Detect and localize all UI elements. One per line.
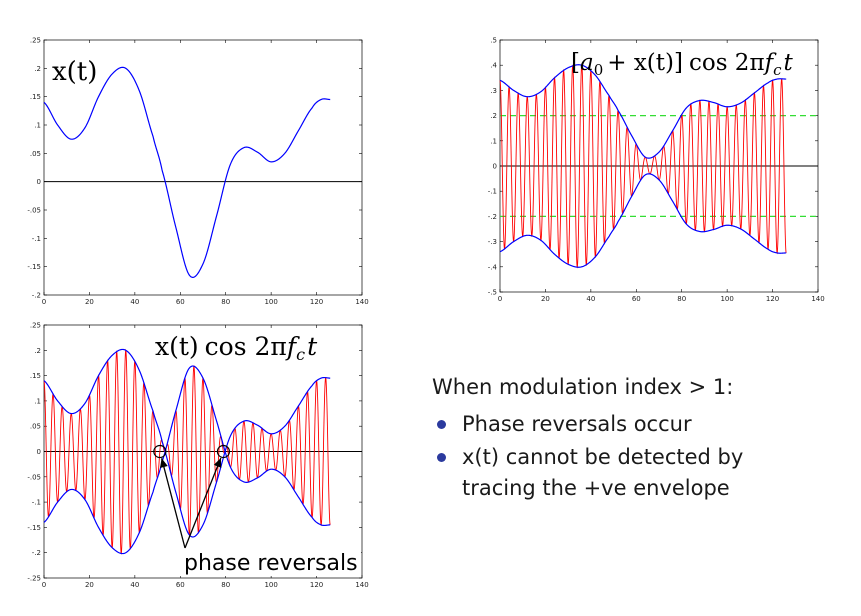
bullet-list: Phase reversals occur x(t) cannot be det… [432, 409, 852, 504]
annotation-arrow-line [184, 457, 222, 549]
chart3-plot-area [43, 348, 362, 555]
y-tick-label: -.2 [488, 213, 497, 221]
x-tick-label: 140 [355, 581, 368, 589]
y-tick-label: -.25 [27, 575, 41, 583]
x-tick-label: 20 [541, 295, 550, 303]
x-tick-label: 100 [264, 298, 277, 306]
x-tick-label: 100 [720, 295, 733, 303]
annotation-arrow-line [160, 458, 186, 549]
x-tick-label: 20 [85, 581, 94, 589]
y-tick-label: .25 [30, 322, 41, 330]
y-tick-label: -.3 [488, 238, 497, 246]
x-tick-label: 40 [586, 295, 595, 303]
y-tick-label: .2 [34, 347, 41, 355]
y-tick-label: .05 [30, 150, 41, 158]
x-tick-label: 60 [176, 581, 185, 589]
phase-reversal-annotation [153, 444, 231, 549]
chart3-title: x(t) cos 2πfct [155, 332, 318, 364]
y-tick-label: -.1 [488, 188, 497, 196]
upper-envelope-line [43, 348, 331, 538]
chart1-title: x(t) [52, 57, 97, 87]
y-tick-label: -.2 [32, 549, 41, 557]
annotation-arrow-head [213, 458, 222, 468]
y-tick-label: .2 [34, 65, 41, 73]
annotation-label: phase reversals [184, 551, 358, 576]
y-tick-label: -.15 [27, 263, 41, 271]
phase-reversal-circle [216, 444, 231, 459]
chart-signal-xt: 0 20 40 60 80 100 120 140 -.2 -.15 -.1 -.05 0 .05 .1 .1… [27, 37, 368, 307]
y-tick-label: -.5 [488, 289, 497, 297]
x-tick-label: 40 [130, 581, 139, 589]
y-tick-label: .15 [30, 93, 41, 101]
y-tick-label: 0 [37, 178, 41, 186]
bullet-dot-icon [437, 420, 446, 429]
chart2-ticks: 0 20 40 60 80 100 120 140 -.5 -.4 -.3 -.2 -.1 0 .1 .2 .3… [488, 37, 825, 304]
y-tick-label: -.15 [27, 524, 41, 532]
x-tick-label: 140 [811, 295, 824, 303]
bullet-heading: When modulation index > 1: [432, 375, 734, 399]
bullet-dot-icon [437, 453, 446, 462]
x-tick-label: 120 [310, 298, 323, 306]
y-tick-label: .3 [490, 87, 497, 95]
x-tick-label: 0 [498, 295, 502, 303]
y-tick-label: 0 [37, 448, 41, 456]
y-tick-label: -.4 [488, 263, 498, 271]
y-tick-label: 0 [493, 163, 497, 171]
bullet-item-text: x(t) cannot be detected by [462, 445, 744, 469]
chart2-plot-area [499, 63, 818, 269]
x-tick-label: 120 [310, 581, 323, 589]
y-tick-label: .1 [490, 137, 497, 145]
y-tick-label: .15 [30, 372, 41, 380]
x-tick-label: 0 [42, 298, 46, 306]
annotation-label-bg [180, 549, 361, 576]
y-tick-label: -.1 [32, 235, 41, 243]
x-tick-label: 100 [264, 581, 277, 589]
y-tick-label: .05 [30, 423, 41, 431]
x-tick-label: 40 [130, 298, 139, 306]
x-tick-label: 60 [176, 298, 185, 306]
y-tick-label: -.2 [32, 292, 41, 300]
x-tick-label: 20 [85, 298, 94, 306]
x-tick-label: 80 [221, 581, 230, 589]
y-tick-label: -.05 [27, 473, 41, 481]
y-tick-label: .2 [490, 112, 497, 120]
chart1-plot-area [43, 66, 362, 278]
bullet-item: x(t) cannot be detected by tracing the +… [437, 442, 852, 504]
lower-envelope-line [43, 365, 331, 555]
y-tick-label: .4 [490, 62, 497, 70]
y-tick-label: .5 [490, 37, 497, 45]
signal-line [43, 66, 331, 278]
phase-reversal-circle [153, 444, 167, 459]
upper-envelope-line [499, 64, 787, 159]
carrier-line [43, 348, 331, 555]
x-tick-label: 120 [766, 295, 779, 303]
x-tick-label: 0 [42, 581, 46, 589]
annotation-arrow-head [160, 458, 168, 468]
bullet-item: Phase reversals occur [437, 409, 852, 440]
x-tick-label: 60 [632, 295, 641, 303]
bullet-item-text: tracing the +ve envelope [462, 476, 730, 500]
y-tick-label: .1 [34, 397, 41, 405]
carrier-line [499, 63, 787, 269]
chart1-axes-box [43, 39, 363, 296]
x-tick-label: 80 [677, 295, 686, 303]
bullet-panel: When modulation index > 1: Phase reversa… [432, 375, 852, 506]
y-tick-label: -.1 [32, 499, 41, 507]
chart-dsb-modulated: 0 20 40 60 80 100 120 140 -.25 -.2 -.15 -.1 -.05 0 .05… [27, 322, 368, 590]
chart2-title: [a0 + x(t)] cos 2πfct [571, 50, 793, 79]
y-tick-label: -.05 [27, 207, 41, 215]
chart-am-with-carrier: 0 20 40 60 80 100 120 140 -.5 -.4 -.3 -.2 -.1 0 .1 .2 .3… [488, 37, 825, 304]
chart1-ticks: 0 20 40 60 80 100 120 140 -.2 -.15 -.1 -.05 0 .05 .1 .1… [27, 37, 368, 307]
y-tick-label: .25 [30, 37, 41, 45]
x-tick-label: 140 [355, 298, 368, 306]
bullet-item-text: Phase reversals occur [462, 412, 692, 436]
x-tick-label: 80 [221, 298, 230, 306]
lower-envelope-line [499, 173, 787, 268]
y-tick-label: .1 [34, 122, 41, 130]
